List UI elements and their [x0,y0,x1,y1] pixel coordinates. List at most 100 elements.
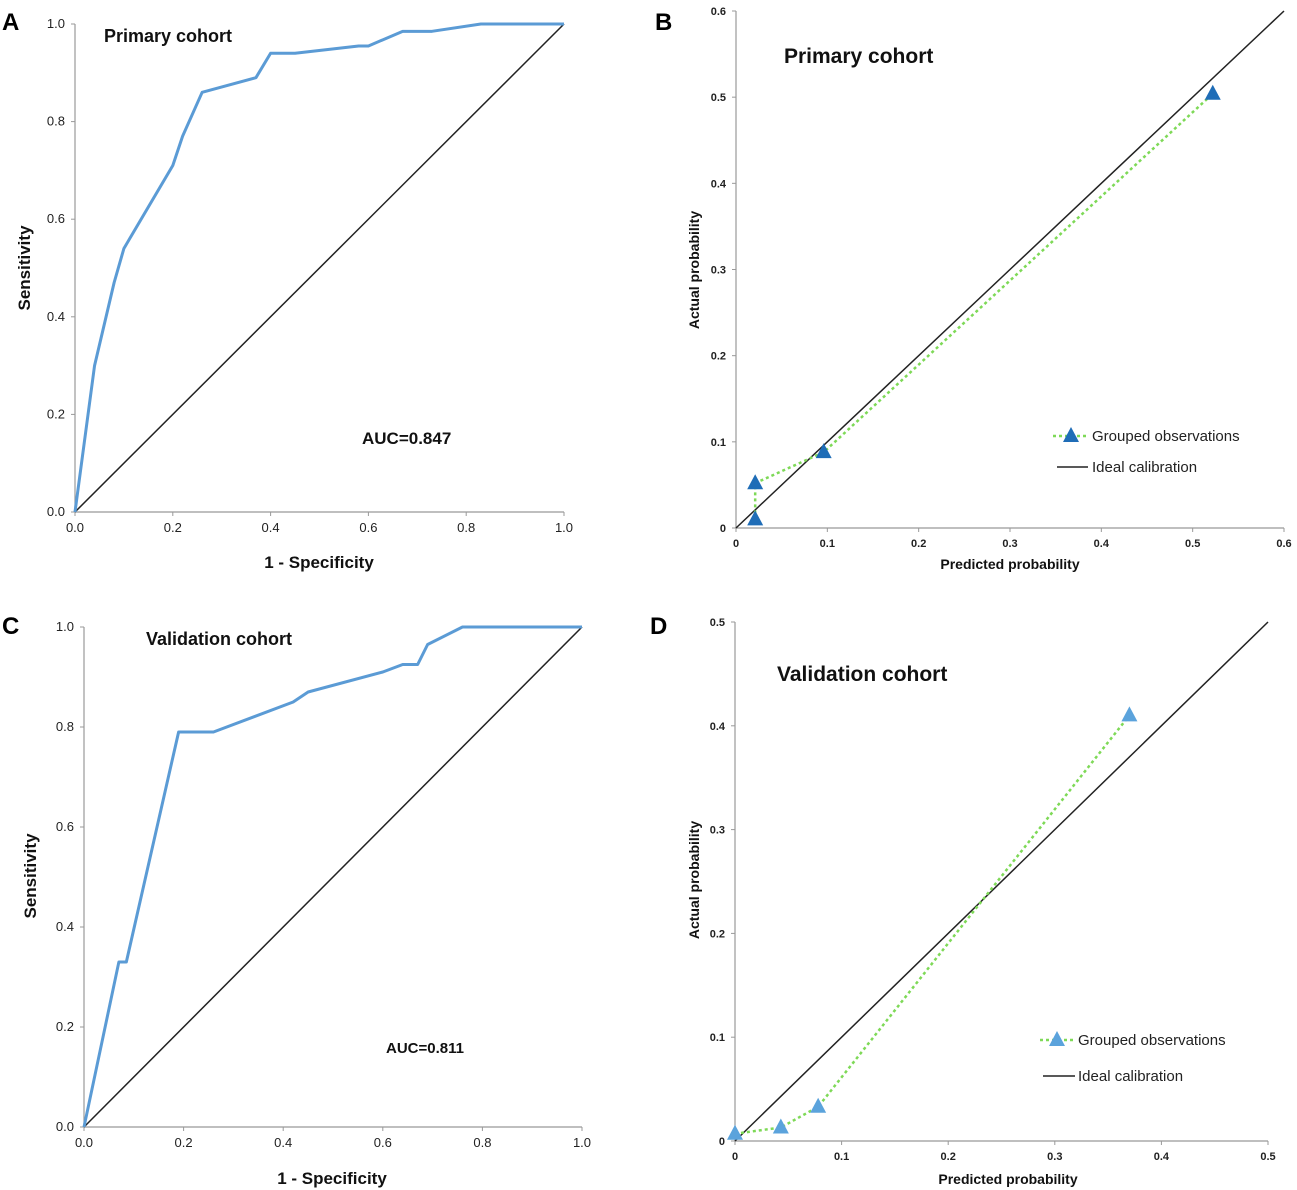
x-tick-label: 0.4 [262,520,280,535]
y-tick-label: 0.6 [711,6,726,18]
grouped-observation-point [727,1124,743,1140]
roc-curve [73,22,564,513]
reference-diagonal-line [83,626,583,1128]
x-tick-label: 0.0 [75,1135,93,1150]
y-tick-label: 1.0 [56,619,74,634]
legend-ideal-label: Ideal calibration [1092,459,1197,476]
y-tick-label: 0.8 [47,114,65,129]
panel-b-grid: 0 0.1 0.2 0.3 0.4 0.5 0.6 0 0.1 0.2 0.3 0.4 0.5 0.6 [711,6,1292,550]
panel-d-ylabel: Actual probability [686,821,702,939]
x-tick-label: 0 [732,1151,738,1163]
panel-label-a: A [2,9,19,36]
x-tick-label: 0.3 [1002,538,1017,550]
panel-b-ylabel: Actual probability [686,211,702,329]
y-tick-label: 0.2 [710,928,725,940]
ideal-calibration-line [734,621,1269,1142]
panel-a-auc: AUC=0.847 [362,429,451,448]
y-tick-label: 0.6 [56,819,74,834]
y-tick-label: 0.4 [710,721,726,733]
panel-d-xlabel: Predicted probability [938,1171,1077,1187]
panel-c-ylabel: Sensitivity [21,833,40,919]
x-tick-label: 0.8 [473,1135,491,1150]
legend-grouped-label: Grouped observations [1078,1032,1226,1049]
panel-c-grid: 0.0 0.2 0.4 0.6 0.8 1.0 0.0 0.2 0.4 0.6 0.8 1.0 [56,619,591,1150]
x-tick-label: 0.6 [359,520,377,535]
panel-d-grid: 0 0.1 0.2 0.3 0.4 0.5 0 0.1 0.2 0.3 0.4 0.5 [710,617,1276,1163]
panel-a-grid: 0.0 0.2 0.4 0.6 0.8 1.0 0.0 0.2 0.4 0.6 0.8 1.0 [47,16,573,535]
y-tick-label: 0.2 [711,351,726,363]
panel-c-auc: AUC=0.811 [386,1040,464,1057]
y-tick-label: 0.3 [711,265,726,277]
panel-b: B 0 0.1 0.2 0.3 0.4 0.5 0.6 0 0.1 0.2 0.3 0.4 0.5 0.6… [655,6,1292,572]
panel-c-title: Validation cohort [146,629,292,649]
panel-b-legend: Grouped observations Ideal calibration [1053,427,1240,476]
x-tick-label: 0.2 [941,1151,956,1163]
grouped-observation-point [747,474,764,490]
grouped-observations-line [753,92,1214,520]
y-tick-label: 0 [720,523,726,535]
ideal-calibration-line [735,10,1285,529]
y-tick-label: 0.5 [711,92,726,104]
panel-a-xlabel: 1 - Specificity [264,553,374,572]
y-tick-label: 0.4 [56,919,74,934]
x-tick-label: 0.4 [274,1135,292,1150]
roc-curve [82,625,582,1128]
grouped-observation-point [1204,84,1221,100]
x-tick-label: 0.2 [175,1135,193,1150]
grouped-observation-point [772,1118,789,1134]
panel-c: C 0.0 0.2 0.4 0.6 0.8 1.0 0.0 0.2 0.4 0.6 0.8 1.0 V… [2,613,591,1188]
grouped-observation-point [1121,706,1138,722]
grouped-observations-line [734,714,1131,1135]
y-tick-label: 0.3 [710,825,725,837]
panel-a-ylabel: Sensitivity [15,225,34,311]
legend-triangle-marker [1049,1031,1065,1046]
y-tick-label: 0.2 [47,406,65,421]
x-tick-label: 0.4 [1154,1151,1170,1163]
x-tick-label: 0.6 [374,1135,392,1150]
x-tick-label: 0.5 [1260,1151,1275,1163]
x-tick-label: 0.8 [457,520,475,535]
panel-b-title: Primary cohort [784,45,933,68]
y-tick-label: 0.1 [711,437,726,449]
y-tick-label: 0.8 [56,719,74,734]
legend-grouped-label: Grouped observations [1092,428,1240,445]
panel-d-title: Validation cohort [777,663,947,686]
y-tick-label: 0 [719,1136,725,1148]
x-tick-label: 1.0 [573,1135,591,1150]
y-tick-label: 1.0 [47,16,65,31]
panel-a-title: Primary cohort [104,26,232,46]
x-tick-label: 0 [733,538,739,550]
y-tick-label: 0.2 [56,1019,74,1034]
panel-label-d: D [650,613,667,640]
x-tick-label: 0.4 [1094,538,1110,550]
x-tick-label: 0.2 [164,520,182,535]
y-tick-label: 0.4 [711,178,727,190]
panel-label-b: B [655,9,672,36]
y-tick-label: 0.0 [56,1119,74,1134]
panel-label-c: C [2,613,19,640]
y-tick-label: 0.1 [710,1032,725,1044]
x-tick-label: 0.3 [1047,1151,1062,1163]
panel-d: D 0 0.1 0.2 0.3 0.4 0.5 0 0.1 0.2 0.3 0.4 0.5 Valid… [650,613,1276,1187]
x-tick-label: 0.1 [834,1151,849,1163]
grouped-observation-point [747,510,764,526]
grouped-observation-point [810,1097,827,1113]
x-tick-label: 0.5 [1185,538,1200,550]
x-tick-label: 0.2 [911,538,926,550]
x-tick-label: 0.0 [66,520,84,535]
panel-d-legend: Grouped observations Ideal calibration [1040,1031,1226,1085]
y-tick-label: 0.6 [47,211,65,226]
x-tick-label: 1.0 [555,520,573,535]
grouped-observation-point [815,443,832,459]
legend-triangle-marker [1063,427,1079,442]
legend-ideal-label: Ideal calibration [1078,1068,1183,1085]
panel-a: A 0.0 0.2 0.4 0.6 0.8 1.0 0.0 0.2 0.4 0.6 0.8 1.0 P… [2,9,573,572]
y-tick-label: 0.4 [47,309,65,324]
panel-c-xlabel: 1 - Specificity [277,1169,387,1188]
x-tick-label: 0.6 [1276,538,1291,550]
reference-diagonal-line [74,23,565,513]
y-tick-label: 0.0 [47,504,65,519]
y-tick-label: 0.5 [710,617,725,629]
x-tick-label: 0.1 [820,538,835,550]
